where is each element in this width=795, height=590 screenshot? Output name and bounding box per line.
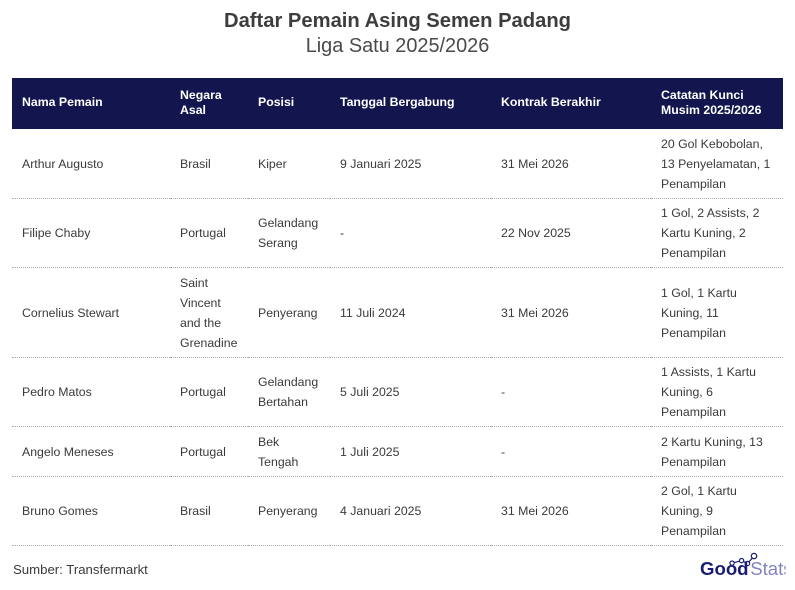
svg-text:Stats: Stats (750, 558, 785, 577)
svg-text:Good: Good (700, 558, 749, 577)
